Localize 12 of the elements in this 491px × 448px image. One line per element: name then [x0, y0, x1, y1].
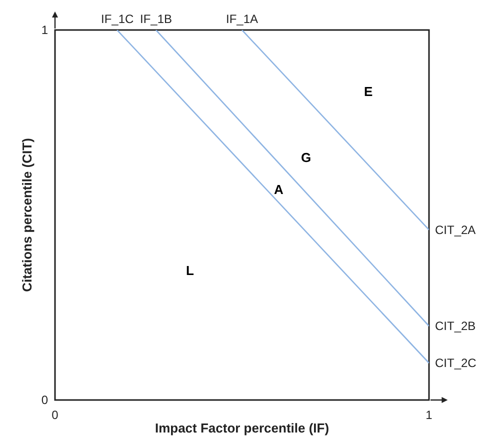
y-axis-title: Citations percentile (CIT) [19, 138, 34, 292]
annotation: L [186, 263, 194, 278]
x-axis-title: Impact Factor percentile (IF) [154, 420, 330, 436]
annotation: IF_1B [140, 12, 172, 26]
annotation: IF_1C [101, 12, 134, 26]
annotation: G [301, 150, 312, 165]
annotation: E [364, 84, 373, 99]
annotation: CIT_2B [435, 319, 476, 333]
annotation: CIT_2A [435, 223, 476, 237]
annotation: CIT_2C [435, 356, 477, 370]
annotation: IF_1A [226, 12, 258, 26]
annotation: A [274, 182, 284, 197]
